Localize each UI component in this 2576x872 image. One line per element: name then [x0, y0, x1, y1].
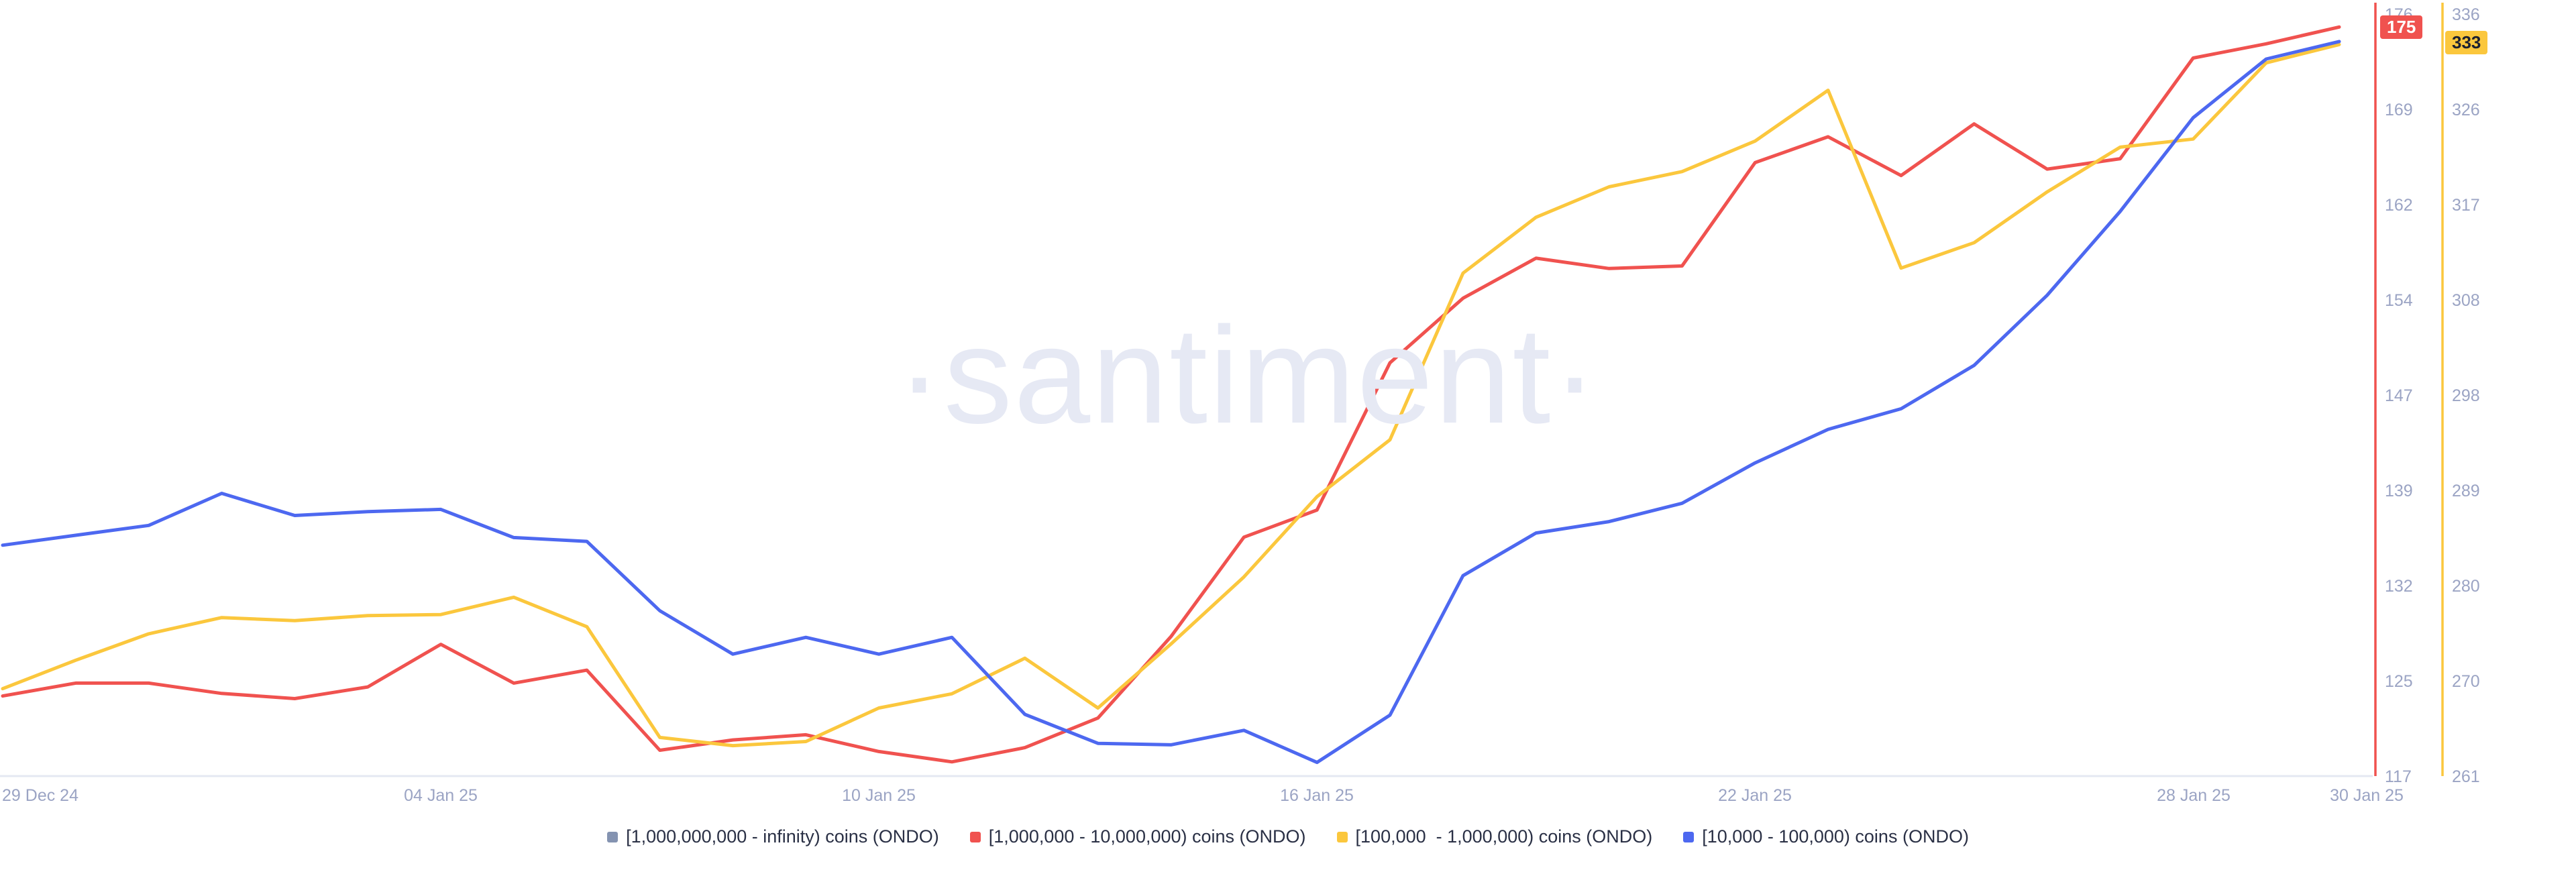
y-axis-red-tick-label: 169	[2385, 101, 2413, 119]
legend-swatch-icon	[607, 831, 619, 842]
x-axis-tick-label: 16 Jan 25	[1280, 786, 1354, 805]
x-axis-tick-label: 04 Jan 25	[404, 786, 478, 805]
legend-item-label: [1,000,000,000 - infinity) coins (ONDO)	[626, 826, 939, 847]
y-axis-red-tick-label: 132	[2385, 577, 2413, 596]
y-axis-yellow-tick-label: 308	[2452, 291, 2480, 310]
series-line-red[interactable]	[1, 25, 2341, 764]
legend-item-3[interactable]: [10,000 - 100,000) coins (ONDO)	[1683, 826, 1969, 847]
series-line-yellow[interactable]	[1, 42, 2341, 748]
y-axis-red-tick-label: 162	[2385, 196, 2413, 215]
y-axis-red-tick-label: 147	[2385, 386, 2413, 405]
x-axis-tick-label: 28 Jan 25	[2157, 786, 2231, 805]
y-axis-yellow-tick-label: 326	[2452, 101, 2480, 119]
y-axis-red-tick-label: 139	[2385, 482, 2413, 500]
legend-item-1[interactable]: [1,000,000 - 10,000,000) coins (ONDO)	[969, 826, 1306, 847]
legend-swatch-icon	[1336, 831, 1348, 842]
legend-swatch-icon	[1683, 831, 1695, 842]
legend-item-label: [10,000 - 100,000) coins (ONDO)	[1702, 826, 1969, 847]
yellow-axis-current-value-badge: 333	[2445, 31, 2488, 54]
y-axis-red-tick-label: 154	[2385, 291, 2413, 310]
y-axis-yellow-tick-label: 261	[2452, 767, 2480, 786]
legend: [1,000,000,000 - infinity) coins (ONDO) […	[0, 826, 2576, 847]
x-axis-tick-label: 30 Jan 25	[2330, 786, 2404, 805]
y-axis-red-tick-label: 125	[2385, 672, 2413, 691]
y-axis-yellow-tick-label: 289	[2452, 482, 2480, 500]
legend-item-2[interactable]: [100,000 - 1,000,000) coins (ONDO)	[1336, 826, 1653, 847]
legend-item-label: [1,000,000 - 10,000,000) coins (ONDO)	[988, 826, 1306, 847]
series-line-blue[interactable]	[1, 40, 2341, 765]
y-axis-yellow-tick-label: 336	[2452, 5, 2480, 24]
legend-item-0[interactable]: [1,000,000,000 - infinity) coins (ONDO)	[607, 826, 939, 847]
legend-swatch-icon	[969, 831, 981, 842]
y-axis-red-tick-label: 117	[2385, 767, 2412, 786]
y-axis-yellow-tick-label: 317	[2452, 196, 2480, 215]
watermark: ·santiment·	[896, 298, 1599, 452]
x-axis-tick-label: 22 Jan 25	[1718, 786, 1792, 805]
y-axis-yellow-tick-label: 270	[2452, 672, 2480, 691]
y-axis-yellow-tick-label: 298	[2452, 386, 2480, 405]
y-axis-yellow-tick-label: 280	[2452, 577, 2480, 596]
x-axis-tick-label: 29 Dec 24	[2, 786, 78, 805]
x-axis-tick-label: 10 Jan 25	[842, 786, 916, 805]
legend-item-label: [100,000 - 1,000,000) coins (ONDO)	[1355, 826, 1653, 847]
red-axis-current-value-badge: 175	[2380, 15, 2423, 39]
